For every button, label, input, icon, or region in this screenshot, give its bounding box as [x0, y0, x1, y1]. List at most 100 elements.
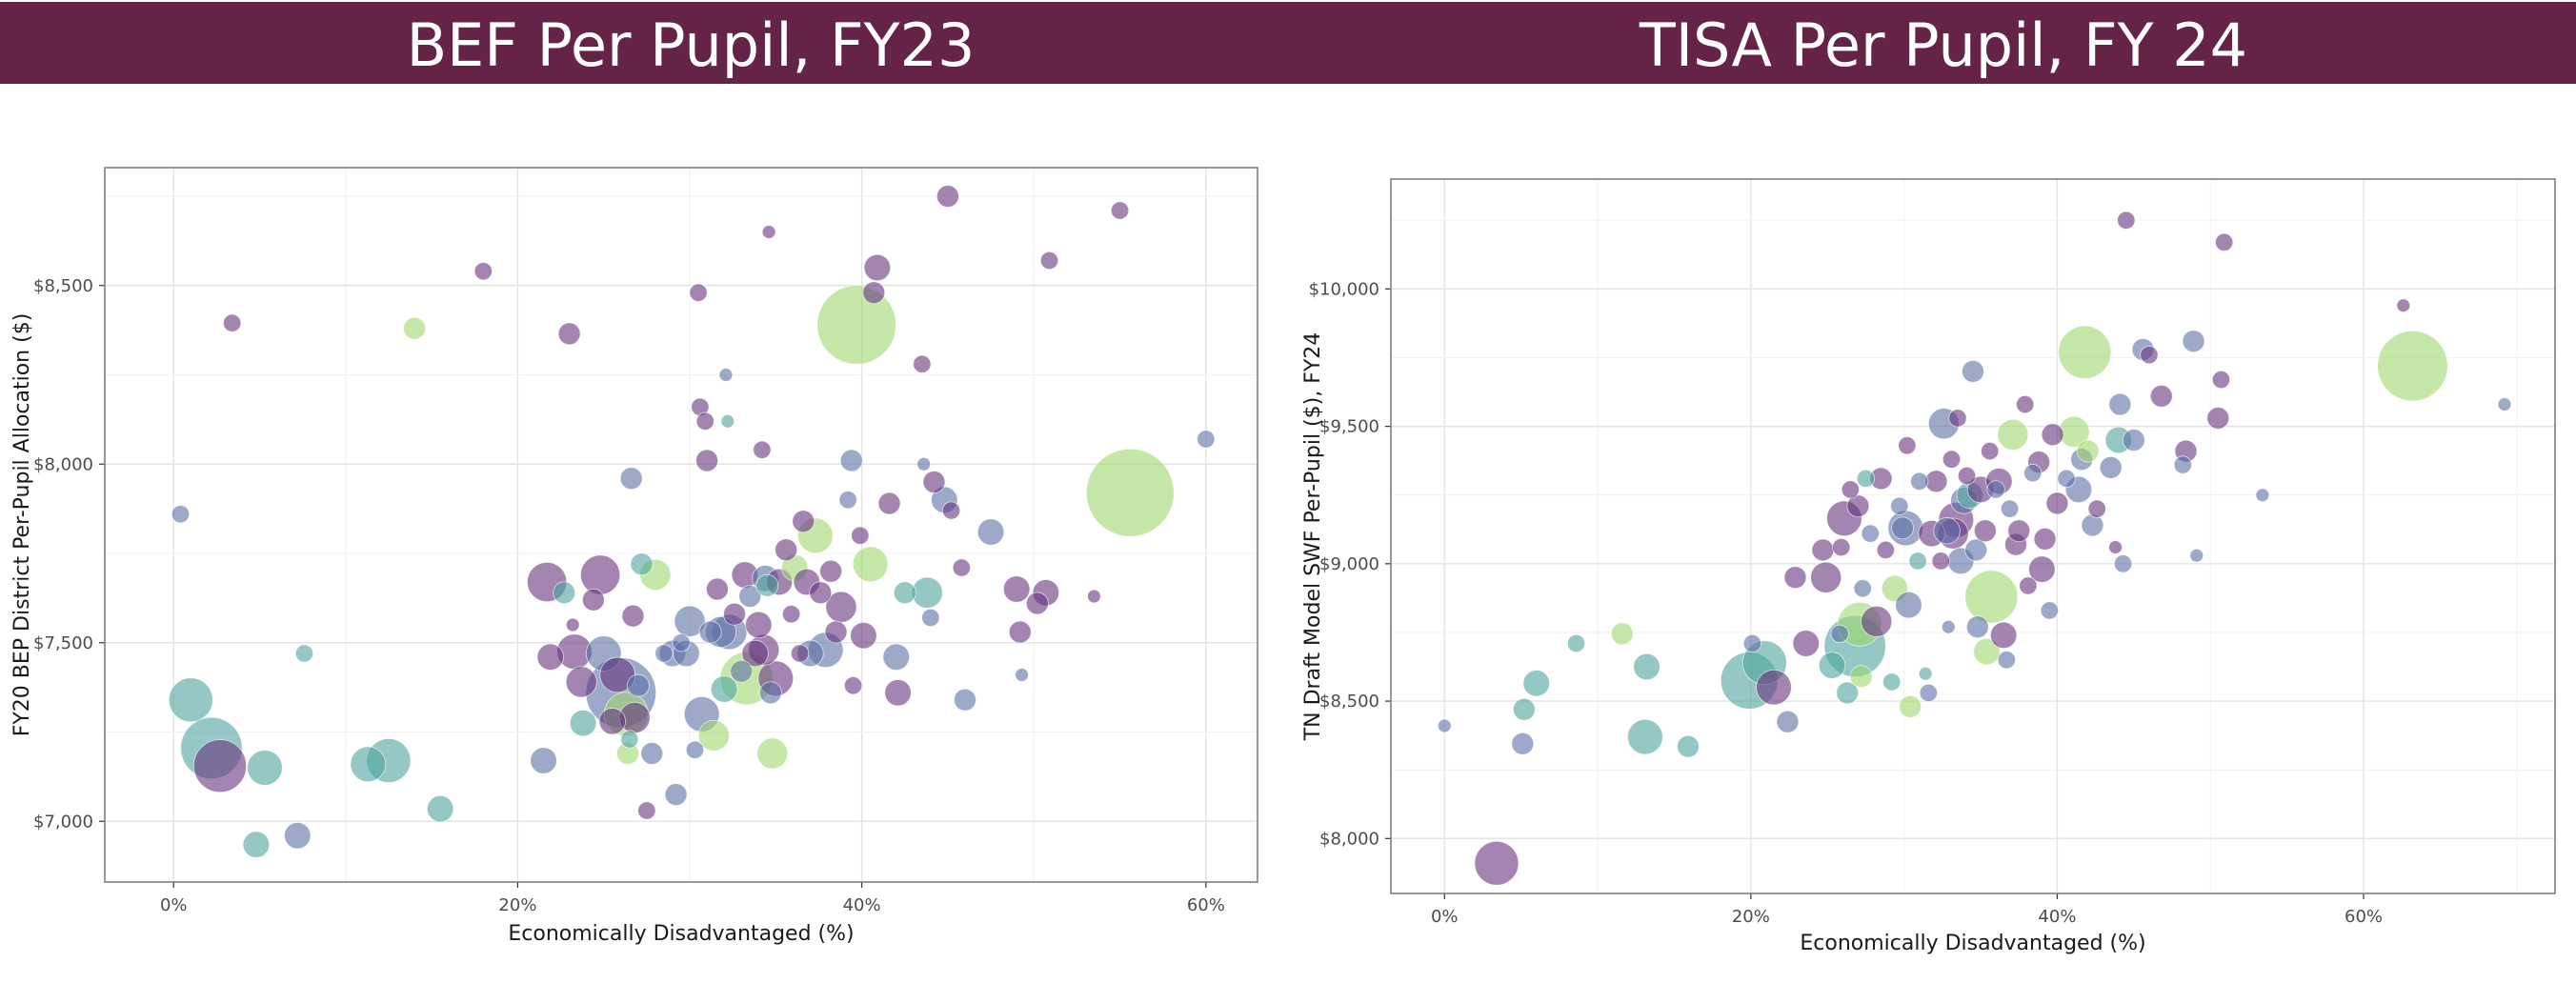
data-point — [284, 822, 312, 850]
data-point — [851, 526, 870, 545]
data-point — [1566, 633, 1586, 653]
plot-area — [105, 168, 1258, 882]
data-point — [1015, 668, 1029, 682]
data-point — [630, 552, 654, 576]
data-point — [565, 666, 597, 698]
x-tick-label: 40% — [843, 895, 881, 915]
data-point — [1818, 652, 1846, 679]
data-point — [1964, 538, 1988, 562]
data-point — [792, 510, 815, 533]
x-tick-label: 60% — [1187, 895, 1225, 915]
data-point — [843, 676, 863, 695]
data-point — [1437, 718, 1452, 733]
data-point — [1849, 665, 1873, 689]
data-point — [247, 750, 283, 786]
data-point — [862, 281, 886, 305]
data-point — [698, 620, 722, 644]
data-point — [664, 783, 688, 807]
data-point — [1964, 570, 2019, 624]
data-point — [1511, 732, 1535, 755]
right-panel-title: TISA Per Pupil, FY 24 — [1639, 10, 2248, 80]
data-point — [775, 538, 798, 562]
data-point — [695, 411, 714, 431]
data-point — [637, 801, 656, 820]
data-point — [1512, 697, 1536, 721]
data-point — [718, 368, 734, 382]
x-tick-label: 20% — [1732, 907, 1770, 927]
data-point — [893, 581, 916, 605]
data-point — [1832, 537, 1851, 557]
data-point — [565, 617, 580, 632]
data-point — [685, 740, 705, 759]
data-point — [1783, 566, 1807, 590]
data-point — [1811, 538, 1835, 562]
data-point — [1898, 436, 1917, 455]
data-point — [1776, 710, 1800, 733]
data-point — [921, 608, 940, 628]
data-point — [1919, 683, 1938, 703]
data-point — [1908, 552, 1927, 571]
data-point — [816, 285, 897, 365]
y-tick-label: $8,500 — [1319, 692, 1379, 712]
data-point — [2140, 346, 2159, 365]
data-point — [738, 585, 762, 608]
data-point — [2206, 407, 2230, 430]
data-point — [1792, 630, 1820, 657]
data-point — [2182, 330, 2205, 353]
data-point — [536, 643, 564, 671]
data-point — [2033, 527, 2057, 551]
data-point — [913, 354, 932, 373]
x-tick-label: 40% — [2038, 907, 2076, 927]
data-point — [192, 739, 247, 793]
plot-border — [104, 167, 1258, 883]
data-point — [2113, 554, 2133, 573]
y-tick-label: $10,000 — [1309, 279, 1379, 299]
data-point — [1910, 471, 1929, 491]
data-point — [952, 558, 971, 577]
data-point — [242, 831, 271, 858]
data-point — [294, 644, 314, 663]
data-point — [1002, 575, 1031, 603]
data-point — [530, 747, 557, 774]
data-point — [2087, 499, 2106, 518]
data-point — [761, 225, 776, 239]
data-point — [674, 605, 706, 637]
y-axis-title: TN Draft Model SWF Per-Pupil ($), FY24 — [1301, 332, 1325, 742]
data-point — [2149, 384, 2173, 408]
data-point — [2211, 370, 2231, 390]
data-point — [1948, 409, 1967, 428]
data-point — [819, 559, 843, 583]
y-tick-label: $8,500 — [33, 276, 93, 296]
data-point — [1941, 619, 1956, 634]
data-point — [626, 673, 650, 697]
y-tick-label: $8,000 — [1319, 829, 1379, 849]
left-panel-title: BEF Per Pupil, FY23 — [406, 10, 976, 80]
data-point — [598, 708, 626, 735]
data-point — [2122, 429, 2145, 451]
data-point — [863, 253, 892, 282]
data-point — [1890, 496, 1909, 515]
data-point — [426, 794, 454, 823]
data-point — [756, 737, 789, 770]
y-tick-label: $9,000 — [1319, 554, 1379, 574]
data-point — [1810, 561, 1842, 593]
header-banner: BEF Per Pupil, FY23 TISA Per Pupil, FY 2… — [0, 0, 2576, 84]
data-point — [640, 742, 664, 765]
data-point — [1110, 201, 1130, 220]
data-point — [1986, 480, 2005, 499]
data-point — [1882, 672, 1902, 692]
data-point — [2189, 548, 2204, 563]
data-point — [2396, 298, 2411, 312]
data-point — [1756, 669, 1792, 706]
data-point — [1846, 494, 1870, 518]
data-point — [1891, 516, 1914, 540]
data-point — [171, 505, 191, 524]
data-point — [2041, 423, 2064, 447]
data-point — [2076, 439, 2100, 463]
data-point — [2108, 392, 2132, 416]
data-point — [553, 581, 576, 605]
data-point — [2058, 325, 2112, 379]
data-point — [2108, 540, 2123, 554]
data-point — [1742, 633, 1762, 653]
left-chart: 0% 20% 40% 60% $7,000 $7,500 $8,000 $8,500 Econo… — [10, 167, 1258, 946]
